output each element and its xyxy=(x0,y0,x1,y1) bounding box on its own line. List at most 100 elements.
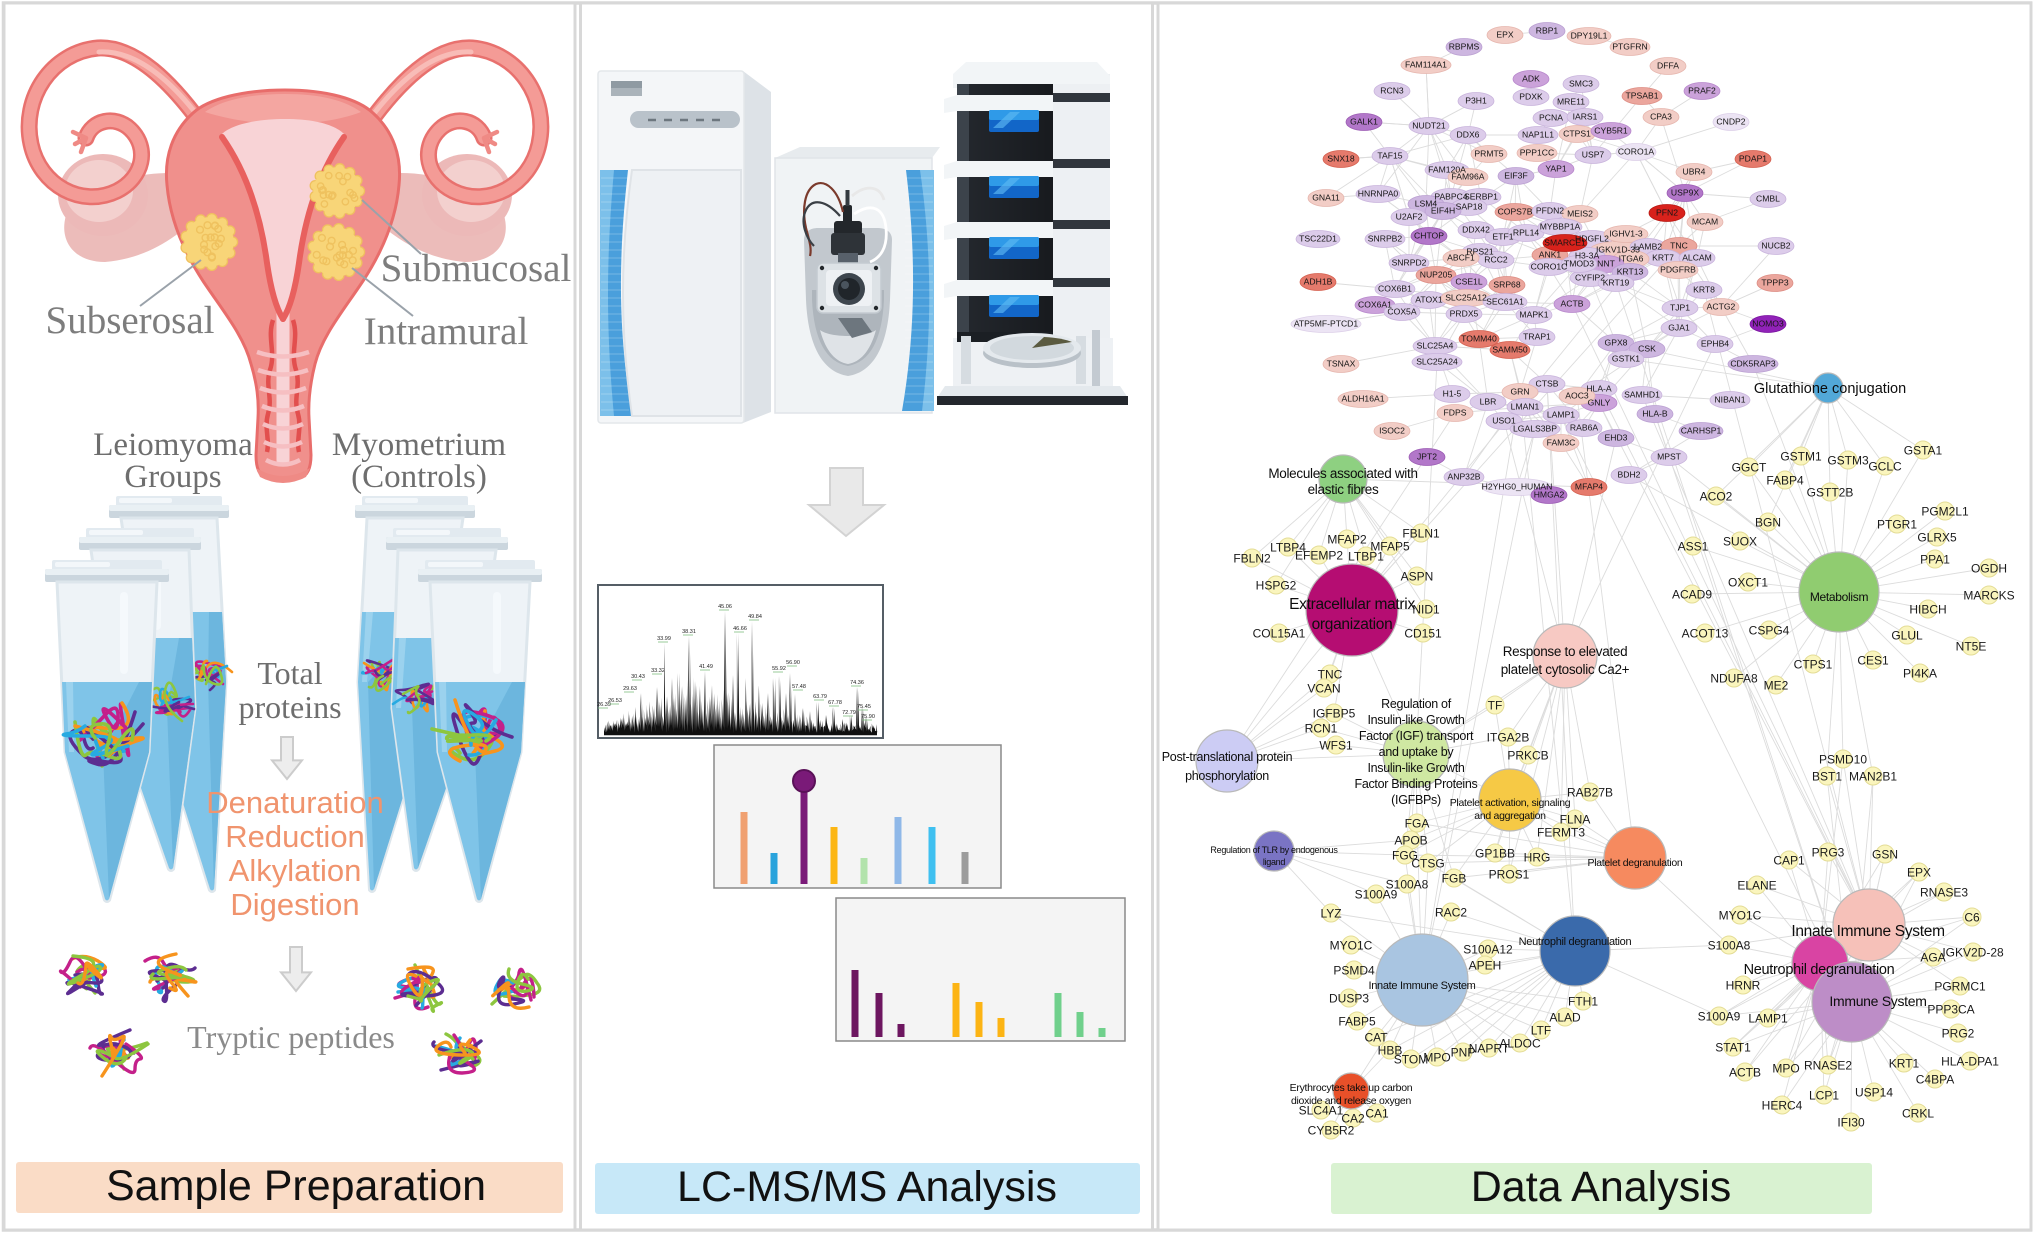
svg-text:DFFA: DFFA xyxy=(1657,61,1679,71)
svg-text:PFN2: PFN2 xyxy=(1656,208,1678,218)
svg-text:CSPG4: CSPG4 xyxy=(1749,624,1790,638)
svg-text:H2YHG0_HUMAN: H2YHG0_HUMAN xyxy=(1482,482,1553,492)
svg-text:PABPC4: PABPC4 xyxy=(1434,192,1467,202)
svg-text:46.66: 46.66 xyxy=(733,626,747,632)
svg-text:Tryptic peptides: Tryptic peptides xyxy=(187,1019,395,1055)
svg-text:TOMM40: TOMM40 xyxy=(1461,334,1497,344)
svg-text:FAM120A: FAM120A xyxy=(1428,165,1466,175)
svg-text:SMARCE1: SMARCE1 xyxy=(1544,238,1586,248)
svg-text:RAB27B: RAB27B xyxy=(1567,786,1613,800)
svg-text:HRG: HRG xyxy=(1524,851,1551,865)
svg-text:LSM4: LSM4 xyxy=(1415,199,1438,209)
svg-text:SUOX: SUOX xyxy=(1723,535,1757,549)
svg-text:72.79: 72.79 xyxy=(842,710,856,716)
svg-text:IGFBP5: IGFBP5 xyxy=(1313,707,1356,721)
svg-text:NIBAN1: NIBAN1 xyxy=(1714,395,1745,405)
svg-text:ABCF1: ABCF1 xyxy=(1447,253,1475,263)
svg-text:MPO: MPO xyxy=(1772,1062,1799,1076)
svg-text:HIBCH: HIBCH xyxy=(1909,603,1946,617)
svg-text:CSK: CSK xyxy=(1638,344,1656,354)
svg-text:ITGA2B: ITGA2B xyxy=(1487,731,1530,745)
svg-text:CDK5RAP3: CDK5RAP3 xyxy=(1730,359,1776,369)
svg-text:LMAN1: LMAN1 xyxy=(1511,402,1540,412)
svg-text:63.79: 63.79 xyxy=(813,694,827,700)
svg-text:Groups: Groups xyxy=(124,459,221,495)
svg-text:SAP18: SAP18 xyxy=(1456,202,1483,212)
svg-text:P3H1: P3H1 xyxy=(1465,96,1487,106)
svg-text:CES1: CES1 xyxy=(1857,654,1889,668)
svg-text:BST1: BST1 xyxy=(1812,770,1842,784)
svg-text:DPY19L1: DPY19L1 xyxy=(1571,31,1608,41)
svg-text:PRAF2: PRAF2 xyxy=(1688,86,1716,96)
svg-text:STAT1: STAT1 xyxy=(1715,1041,1751,1055)
svg-text:Extracellular matrix: Extracellular matrix xyxy=(1289,596,1415,613)
svg-text:41.49: 41.49 xyxy=(699,664,713,670)
svg-text:CTPS1: CTPS1 xyxy=(1794,658,1833,672)
svg-text:PRG3: PRG3 xyxy=(1812,846,1845,860)
svg-text:ELANE: ELANE xyxy=(1737,879,1776,893)
svg-text:EPX: EPX xyxy=(1496,30,1513,40)
svg-text:SEC61A1: SEC61A1 xyxy=(1486,297,1524,307)
svg-text:LTBP4: LTBP4 xyxy=(1270,541,1306,555)
svg-text:ANP32B: ANP32B xyxy=(1448,472,1481,482)
svg-text:HLA-B: HLA-B xyxy=(1642,409,1668,419)
svg-text:PPA1: PPA1 xyxy=(1920,553,1950,567)
svg-text:Denaturation: Denaturation xyxy=(206,785,384,820)
svg-text:Alkylation: Alkylation xyxy=(229,853,362,888)
svg-text:ME2: ME2 xyxy=(1764,679,1789,693)
svg-text:MFAP4: MFAP4 xyxy=(1575,482,1603,492)
svg-text:CORO1A: CORO1A xyxy=(1618,147,1655,157)
svg-text:USP14: USP14 xyxy=(1855,1086,1893,1100)
svg-text:HLA-A: HLA-A xyxy=(1586,384,1612,394)
svg-text:HSPG2: HSPG2 xyxy=(1256,579,1297,593)
svg-text:ACTG2: ACTG2 xyxy=(1707,302,1736,312)
svg-text:IGKV2D-28: IGKV2D-28 xyxy=(1942,946,2004,960)
svg-text:Insulin-like Growth: Insulin-like Growth xyxy=(1367,713,1464,727)
svg-text:PPP1CC: PPP1CC xyxy=(1520,148,1554,158)
svg-text:and aggregation: and aggregation xyxy=(1474,810,1546,822)
svg-text:ASPN: ASPN xyxy=(1401,570,1434,584)
svg-text:BDH2: BDH2 xyxy=(1618,470,1641,480)
svg-text:ITGA6: ITGA6 xyxy=(1619,254,1644,264)
svg-text:FABP5: FABP5 xyxy=(1338,1015,1376,1029)
svg-text:Factor (IGF) transport: Factor (IGF) transport xyxy=(1359,729,1474,743)
svg-text:RNASE2: RNASE2 xyxy=(1804,1059,1852,1073)
svg-text:elastic fibres: elastic fibres xyxy=(1308,482,1379,497)
svg-text:S100A8: S100A8 xyxy=(1386,878,1429,892)
svg-text:GSTT2B: GSTT2B xyxy=(1807,486,1854,500)
svg-text:TAF15: TAF15 xyxy=(1377,151,1402,161)
svg-text:PDXK: PDXK xyxy=(1519,92,1543,102)
svg-text:ISOC2: ISOC2 xyxy=(1379,426,1405,436)
svg-text:TNC: TNC xyxy=(1318,668,1343,682)
svg-text:S100A9: S100A9 xyxy=(1355,888,1398,902)
svg-text:ACTB: ACTB xyxy=(1561,299,1584,309)
svg-text:NNT: NNT xyxy=(1597,259,1615,269)
svg-text:SLC25A12: SLC25A12 xyxy=(1445,293,1487,303)
svg-text:LTBP1: LTBP1 xyxy=(1348,550,1384,564)
svg-text:RCN3: RCN3 xyxy=(1380,86,1404,96)
svg-text:RBPMS: RBPMS xyxy=(1449,42,1480,52)
svg-text:SAMM50: SAMM50 xyxy=(1492,345,1528,355)
svg-text:SAMHD1: SAMHD1 xyxy=(1624,390,1660,400)
svg-text:33.32: 33.32 xyxy=(651,668,665,674)
svg-text:CNDP2: CNDP2 xyxy=(1716,117,1745,127)
svg-text:KRT8: KRT8 xyxy=(1693,285,1715,295)
svg-text:EPX: EPX xyxy=(1907,866,1931,880)
svg-text:organization: organization xyxy=(1312,616,1393,633)
svg-text:GSTA1: GSTA1 xyxy=(1904,444,1943,458)
svg-text:NOMO3: NOMO3 xyxy=(1752,319,1784,329)
svg-text:FTH1: FTH1 xyxy=(1568,995,1598,1009)
svg-text:FGA: FGA xyxy=(1405,817,1430,831)
svg-text:Subserosal: Subserosal xyxy=(46,299,215,342)
svg-text:VCAN: VCAN xyxy=(1307,682,1340,696)
svg-text:GNA11: GNA11 xyxy=(1312,193,1340,203)
svg-text:CORO1C: CORO1C xyxy=(1531,262,1568,272)
svg-text:FLNA: FLNA xyxy=(1560,813,1591,827)
svg-text:GSN: GSN xyxy=(1872,848,1898,862)
svg-text:FGG: FGG xyxy=(1392,849,1418,863)
svg-text:TF: TF xyxy=(1488,699,1503,713)
svg-text:HERC4: HERC4 xyxy=(1762,1099,1803,1113)
svg-text:Platelet activation, signaling: Platelet activation, signaling xyxy=(1450,797,1571,809)
svg-text:U2AF2: U2AF2 xyxy=(1396,212,1423,222)
svg-text:TPSAB1: TPSAB1 xyxy=(1626,91,1659,101)
